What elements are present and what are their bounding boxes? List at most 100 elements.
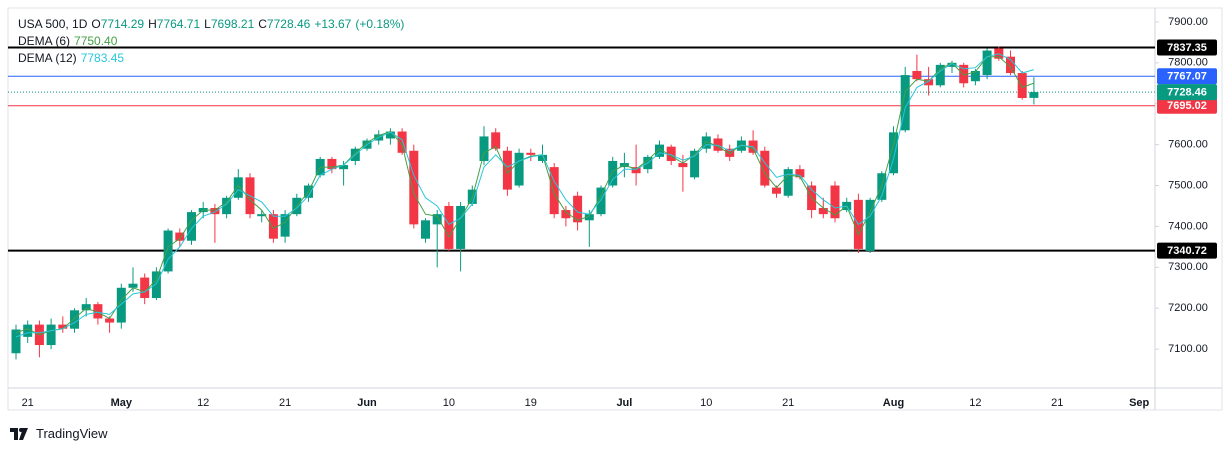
candle-body (678, 163, 688, 168)
price-line-label-box (1157, 39, 1217, 56)
indicators (15, 53, 1035, 338)
candle-body (128, 283, 138, 288)
candle-body (935, 64, 945, 86)
legend-row: USA 500, 1D O7714.29 H7764.71 L7698.21 C7728… (18, 16, 408, 33)
y-tick-label: 7900.00 (1168, 16, 1208, 28)
candle-body (959, 64, 969, 84)
candle-body (163, 230, 173, 272)
candle-body (865, 199, 875, 251)
price-line-label-box (1157, 68, 1217, 85)
candle-body (725, 148, 735, 157)
y-tick-label: 7600.00 (1168, 139, 1208, 151)
candle-body (760, 150, 770, 186)
x-tick-label: 21 (1051, 397, 1063, 409)
candle-body (175, 232, 185, 241)
legend-row: DEMA (12) 7783.45 (18, 50, 408, 67)
y-tick-label: 7500.00 (1168, 179, 1208, 191)
legend-row: DEMA (6) 7750.40 (18, 33, 408, 50)
candle-body (631, 167, 641, 174)
chart-frame (7, 7, 1223, 411)
candle-body (947, 62, 957, 67)
x-tick-label: 10 (700, 397, 712, 409)
candle-body (701, 136, 711, 149)
candle-body (783, 169, 793, 196)
candle-body (409, 150, 419, 225)
legend: USA 500, 1D O7714.29 H7764.71 L7698.21 C7728… (18, 16, 408, 67)
last-price-label: 7728.46 (1167, 86, 1207, 98)
candle-body (514, 152, 524, 186)
candle-body (421, 220, 430, 239)
candle-body (456, 205, 466, 249)
candle-body (11, 329, 21, 354)
candle-body (105, 318, 115, 323)
candle-body (889, 132, 898, 174)
last-price-label-box (1157, 84, 1217, 101)
price-line-label-box (1157, 242, 1217, 259)
legend-value: 7698.21 (210, 17, 255, 31)
candle-body (81, 304, 91, 311)
candle-body (502, 150, 512, 190)
candle-body (210, 208, 220, 215)
candle-body (549, 167, 559, 215)
y-tick-label: 7100.00 (1168, 343, 1208, 355)
candle-body (912, 70, 922, 80)
legend-value: 7714.29 (100, 17, 145, 31)
y-tick-label: 7300.00 (1168, 261, 1208, 273)
candle-body (23, 324, 33, 337)
indicator-name: DEMA (6) (18, 34, 71, 48)
x-tick-label: Sep (1129, 397, 1149, 409)
indicator-line (15, 53, 1035, 338)
candle-body (713, 138, 723, 151)
candle-body (970, 70, 980, 82)
footer: TradingView (10, 426, 108, 441)
candle-body (327, 158, 337, 170)
x-tick-label: May (111, 397, 133, 409)
candle-body (491, 132, 501, 149)
price-lines (8, 46, 1155, 252)
candle-body (772, 187, 781, 194)
candle-body (924, 79, 934, 86)
candle-body (140, 277, 150, 299)
candle-body (830, 185, 840, 219)
candle-body (46, 324, 56, 346)
candle-body (187, 212, 196, 241)
indicator-value: 7783.45 (80, 51, 125, 65)
x-tick-label: 12 (969, 397, 981, 409)
candle-body (479, 136, 489, 161)
candle-body (573, 195, 583, 223)
candle-body (70, 310, 79, 329)
x-tick-label: 10 (443, 397, 455, 409)
candle-body (397, 131, 407, 153)
candle-body (690, 150, 700, 178)
price-line-label: 7837.35 (1167, 42, 1207, 54)
y-tick-label: 7400.00 (1168, 220, 1208, 232)
legend-letter: C (258, 17, 267, 31)
legend-value: 7764.71 (156, 17, 201, 31)
price-line-label: 7340.72 (1167, 245, 1207, 257)
candle-body (795, 169, 805, 178)
legend-letter: O (91, 17, 101, 31)
candle-body (444, 205, 454, 249)
legend-letter: L (204, 17, 211, 31)
indicator-value: 7750.40 (74, 34, 118, 48)
candle-body (608, 160, 618, 186)
candle-body (561, 210, 571, 219)
x-tick-label: 12 (197, 397, 209, 409)
candle-body (280, 214, 290, 237)
price-line-label: 7695.02 (1167, 100, 1207, 112)
brand-name: TradingView (36, 426, 108, 441)
candle-body (385, 131, 395, 139)
candle-body (1017, 73, 1027, 98)
candle-body (222, 197, 232, 215)
x-tick-label: Jun (357, 397, 377, 409)
candle-body (116, 287, 126, 323)
candle-body (1006, 56, 1015, 74)
candle-body (818, 208, 828, 215)
candle-body (655, 144, 664, 157)
candle-body (538, 154, 547, 161)
candle-body (982, 50, 992, 76)
x-tick-label: Jul (616, 397, 632, 409)
candle-body (268, 214, 278, 239)
candle-body (526, 152, 536, 155)
